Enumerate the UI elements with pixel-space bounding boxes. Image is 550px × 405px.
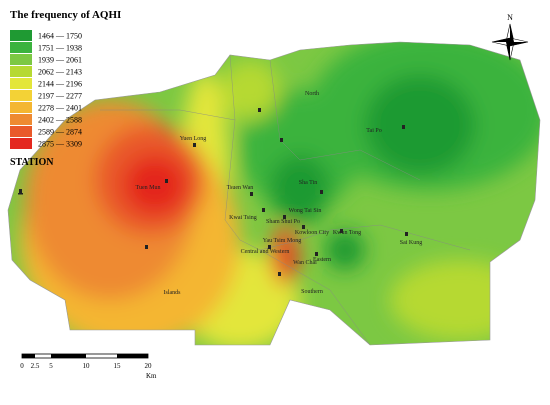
station-label: STATION: [10, 157, 54, 168]
legend-label: 1939 — 2061: [38, 56, 82, 65]
scale-tick-label: 10: [83, 362, 91, 370]
legend-swatch: [10, 114, 32, 125]
compass: N: [491, 13, 529, 61]
district-label: Tuen Mun: [136, 185, 161, 191]
legend-label: 1751 — 1938: [38, 44, 82, 53]
scale-labels: 0 2.5 5 10 15 20 Km: [20, 362, 157, 380]
legend-label: 2589 — 2874: [38, 128, 82, 137]
legend-label: 2875 — 3309: [38, 140, 82, 149]
scale-tick-label: 5: [49, 362, 53, 370]
legend-label: 2197 — 2277: [38, 92, 82, 101]
legend-swatch: [10, 90, 32, 101]
district-label: Tai Po: [366, 128, 381, 134]
district-label: Sha Tin: [299, 180, 318, 186]
scale-tick-label: 0: [20, 362, 24, 370]
station-markers: [145, 108, 408, 276]
scale-tick-label: 15: [114, 362, 122, 370]
scale-tick-label: 2.5: [31, 362, 40, 370]
district-label: Wan Chai: [293, 260, 317, 266]
legend-label: 1464 — 1750: [38, 32, 82, 41]
legend-swatch: [10, 102, 32, 113]
district-label: Sai Kung: [400, 240, 423, 246]
district-label: Tsuen Wan: [227, 185, 253, 191]
legend-label: 2062 — 2143: [38, 68, 82, 77]
scale-tick-label: 20: [145, 362, 153, 370]
coastline: [7, 41, 541, 346]
district-label: Islands: [164, 290, 182, 296]
legend-swatch: [10, 138, 32, 149]
district-label: North: [305, 91, 319, 97]
legend-swatch: [10, 78, 32, 89]
legend-label: 2144 — 2196: [38, 80, 82, 89]
district-label: Yau Tsim Mong: [263, 238, 302, 244]
legend-label: 2278 — 2401: [38, 104, 82, 113]
legend-swatch: [10, 54, 32, 65]
district-borders: [100, 54, 471, 346]
scale-bar: [21, 353, 149, 359]
district-label: Southern: [301, 289, 323, 295]
legend-swatch: [10, 30, 32, 41]
legend-swatch: [10, 126, 32, 137]
legend-swatch: [10, 42, 32, 53]
legend: 1464 — 1750 1751 — 1938 1939 — 2061 2062 — …: [10, 30, 82, 149]
station-icon: [18, 189, 23, 195]
district-label: Wong Tai Sin: [289, 208, 322, 214]
district-label: Central and Western: [241, 249, 290, 255]
legend-label: 2402 — 2588: [38, 116, 82, 125]
legend-swatch: [10, 66, 32, 77]
district-label: Kwai Tsing: [229, 215, 257, 221]
district-label: Sham Shui Po: [266, 219, 300, 225]
legend-title: The frequency of AQHI: [10, 9, 121, 21]
district-label: Eastern: [313, 257, 331, 263]
scale-unit: Km: [146, 372, 157, 380]
district-labels: North Tai Po Yuen Long Tuen Mun Tsuen Wa…: [136, 91, 423, 296]
district-label: Kwun Tong: [333, 230, 361, 236]
compass-label: N: [507, 13, 513, 22]
district-label: Yuen Long: [180, 136, 207, 142]
district-label: Kowloon City: [295, 230, 329, 236]
